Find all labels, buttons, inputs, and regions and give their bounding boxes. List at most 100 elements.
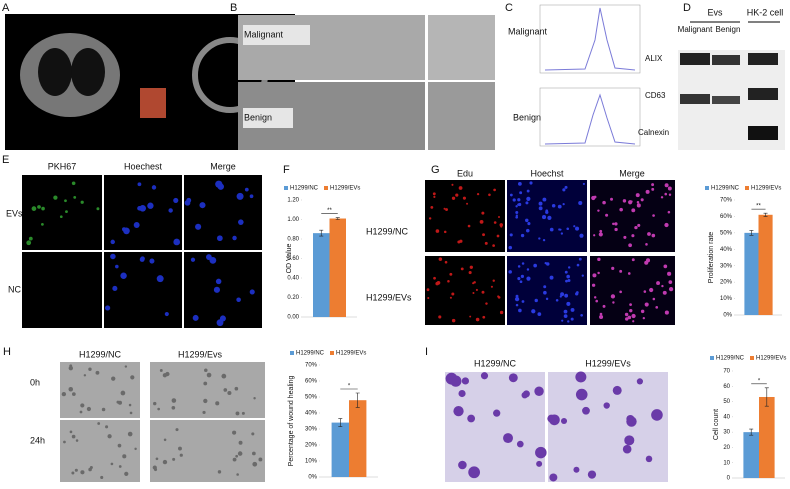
image-cell [451, 318, 456, 323]
legend-swatch [745, 186, 749, 190]
image-cell [549, 227, 554, 232]
panel-label: D [683, 2, 691, 14]
image-cell [567, 266, 571, 269]
image-cell [558, 228, 561, 231]
image-cell [71, 434, 76, 439]
image-cell [651, 233, 656, 238]
image-cell [515, 303, 519, 307]
image-cell [203, 381, 208, 386]
image-cell [645, 243, 648, 246]
image-cell [215, 401, 220, 406]
image-cell [130, 375, 135, 380]
image-cell [515, 294, 519, 298]
y-tick-label: 30% [720, 263, 733, 269]
image-cell [555, 298, 559, 302]
image-cell [599, 312, 603, 316]
bar [759, 396, 775, 478]
image-cell [651, 187, 655, 191]
image-cell [438, 257, 443, 261]
image-cell [428, 217, 432, 220]
image-cell [573, 466, 580, 473]
legend-swatch [750, 356, 754, 360]
image-micrograph [104, 252, 182, 328]
image-cell [560, 417, 568, 425]
image-cell [122, 454, 127, 459]
image-cell [53, 195, 58, 200]
image-cell [460, 267, 464, 271]
image-cell [479, 219, 484, 224]
panel-label: E [2, 154, 9, 166]
image-cell [252, 451, 256, 456]
image-cell [629, 303, 632, 307]
y-tick-label: 0.20 [287, 295, 299, 301]
image-cell [514, 296, 520, 302]
image-cell [626, 414, 635, 424]
image-cell [582, 182, 586, 186]
image-micrograph [425, 256, 505, 325]
image-cell [458, 186, 463, 190]
image-cell [595, 299, 599, 303]
image-cell [482, 315, 486, 319]
image-tem-zoom [428, 82, 495, 150]
image-cell [41, 222, 44, 226]
image-cell [443, 230, 447, 234]
image-micrograph [150, 420, 265, 482]
y-tick-label: 0.60 [287, 256, 299, 262]
image-cell [538, 206, 543, 211]
image-cell [159, 369, 163, 372]
image-tem [238, 15, 425, 80]
image-cell [521, 262, 525, 265]
image-cell [88, 467, 92, 472]
image-cell [232, 235, 237, 241]
image-cell [498, 215, 500, 218]
legend-swatch [290, 351, 294, 355]
image-cell [651, 409, 663, 421]
image-cell [612, 301, 615, 304]
column-label: Hoechst [530, 168, 564, 178]
image-cell [619, 207, 623, 212]
bar [349, 400, 367, 477]
row-label: Malignant [244, 29, 284, 39]
image-cell [251, 432, 255, 436]
image-cell [153, 467, 158, 472]
image-cell [663, 264, 668, 269]
image-cell [168, 208, 173, 213]
y-axis-label: Percentage of wound healing [288, 376, 295, 467]
image-cell [173, 238, 181, 246]
image-cell [65, 210, 68, 214]
image-micrograph [548, 372, 668, 482]
image-cell [112, 285, 118, 292]
y-tick-label: 0 [727, 476, 731, 482]
image-cell [155, 457, 159, 461]
tem-row-label-bg [243, 108, 293, 128]
image-cell [643, 290, 647, 293]
image-cell [562, 203, 565, 206]
image-cell [451, 183, 454, 186]
image-cell [561, 319, 564, 322]
y-tick-label: 60% [305, 379, 318, 385]
image-cell [575, 292, 579, 296]
image-cell [75, 439, 79, 442]
image-cell [433, 276, 436, 280]
image-cell [64, 199, 67, 203]
y-tick-label: 0% [723, 313, 732, 319]
image-cell [520, 233, 525, 238]
image-cell [517, 202, 522, 207]
image-cell [517, 277, 521, 281]
image-cell [614, 222, 618, 226]
image-cell [111, 376, 116, 381]
image-cell [496, 234, 500, 238]
image-cell [625, 317, 629, 321]
image-cell [579, 233, 584, 238]
image-micrograph [104, 175, 182, 250]
y-tick-label: 1.20 [287, 198, 299, 204]
bar [329, 218, 346, 317]
row-label: Benign [513, 112, 541, 122]
y-tick-label: 50 [723, 399, 730, 405]
image-cell [120, 272, 127, 279]
image-cell [668, 193, 672, 196]
image-cell [97, 422, 101, 425]
image-cell [667, 271, 672, 276]
image-cell [481, 211, 485, 215]
panel-label: G [431, 164, 440, 176]
